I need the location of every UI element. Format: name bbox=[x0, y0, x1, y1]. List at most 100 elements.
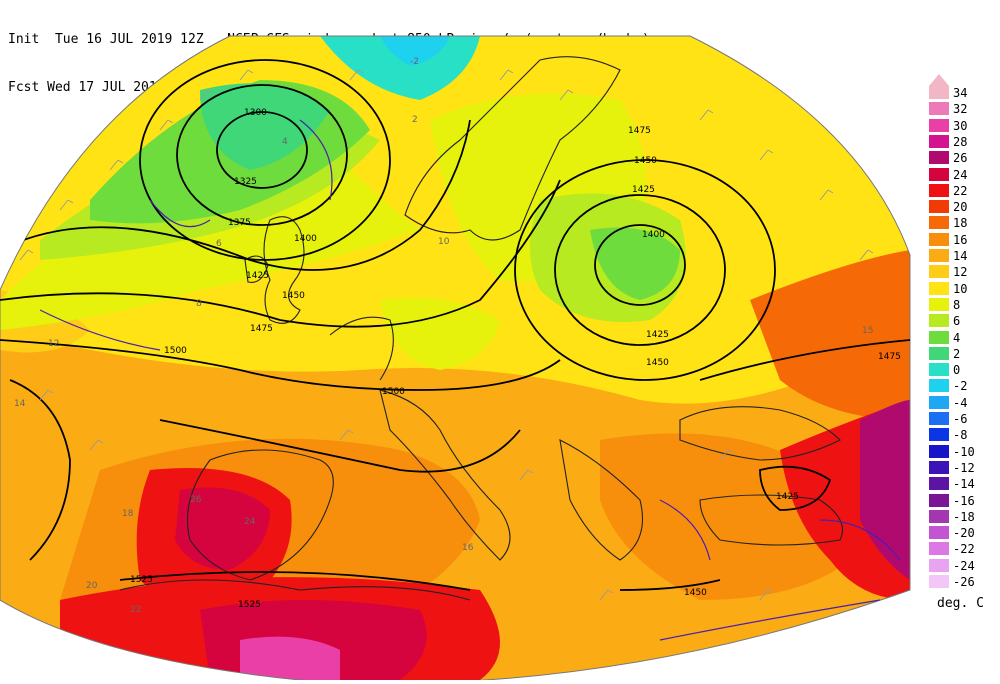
colorbar-label: -12 bbox=[953, 460, 975, 475]
height-label: 1425 bbox=[776, 492, 799, 502]
colorbar-label: 18 bbox=[953, 216, 968, 231]
height-label: 1525 bbox=[130, 575, 153, 585]
colorbar-label: -14 bbox=[953, 477, 975, 492]
colorbar-swatch bbox=[929, 281, 949, 295]
temp-label-group: -2 2 4 6 8 10 12 14 15 16 18 20 22 24 26 bbox=[14, 57, 873, 615]
colorbar-swatch bbox=[929, 216, 949, 230]
colorbar-label: 32 bbox=[953, 102, 968, 117]
colorbar-label: 24 bbox=[953, 167, 968, 182]
colorbar-label: 6 bbox=[953, 314, 961, 329]
temp-label: 12 bbox=[48, 339, 59, 349]
colorbar-swatch bbox=[929, 526, 949, 540]
colorbar-swatch bbox=[929, 183, 949, 197]
colorbar-label: -16 bbox=[953, 493, 975, 508]
temp-label: 26 bbox=[190, 495, 202, 505]
height-label: 1375 bbox=[228, 218, 251, 228]
colorbar-label: 26 bbox=[953, 151, 968, 166]
colorbar-swatch bbox=[929, 314, 949, 328]
temp-label: 15 bbox=[862, 326, 873, 336]
colorbar-swatch bbox=[929, 395, 949, 409]
height-label: 1425 bbox=[646, 330, 669, 340]
colorbar-label: -8 bbox=[953, 428, 968, 443]
temperature-field bbox=[0, 36, 910, 680]
height-label: 1325 bbox=[234, 177, 257, 187]
height-label: 1450 bbox=[634, 156, 657, 166]
weather-map: 1300 1325 1375 1400 1425 1450 1475 1500 … bbox=[0, 35, 911, 684]
temp-label: 10 bbox=[438, 237, 450, 247]
temp-label: 2 bbox=[412, 115, 418, 125]
colorbar-swatch bbox=[929, 575, 949, 588]
colorbar-label: 22 bbox=[953, 183, 968, 198]
colorbar-units: deg. C bbox=[937, 596, 984, 611]
colorbar-label: -20 bbox=[953, 526, 975, 541]
colorbar-swatch bbox=[929, 542, 949, 556]
height-label: 1450 bbox=[646, 358, 669, 368]
wind-contours bbox=[39, 119, 901, 641]
height-label: 1475 bbox=[250, 324, 273, 334]
colorbar-label: -2 bbox=[953, 379, 968, 394]
temp-label: 22 bbox=[130, 605, 141, 615]
temp-label: 18 bbox=[122, 509, 134, 519]
height-contours bbox=[0, 59, 910, 591]
colorbar-swatch bbox=[929, 558, 949, 572]
colorbar-label: 2 bbox=[953, 346, 961, 361]
height-label: 1475 bbox=[628, 126, 651, 136]
colorbar-label: 28 bbox=[953, 134, 968, 149]
colorbar-label: 0 bbox=[953, 363, 961, 378]
colorbar-swatch bbox=[929, 118, 949, 132]
temp-label: 6 bbox=[216, 239, 222, 249]
colorbar-label: -4 bbox=[953, 395, 968, 410]
height-label: 1425 bbox=[632, 185, 655, 195]
colorbar-label: 4 bbox=[953, 330, 961, 345]
temp-label: 24 bbox=[244, 517, 256, 527]
colorbar-swatch bbox=[929, 151, 949, 165]
colorbar-swatch bbox=[929, 428, 949, 442]
colorbar-swatch bbox=[929, 200, 949, 214]
colorbar-label: -22 bbox=[953, 542, 975, 557]
colorbar-swatch bbox=[929, 249, 949, 262]
height-label: 1525 bbox=[238, 600, 261, 610]
colorbar-label: 16 bbox=[953, 232, 968, 247]
temp-label: -2 bbox=[410, 57, 419, 67]
colorbar-swatch bbox=[929, 509, 949, 523]
height-label: 1425 bbox=[246, 271, 269, 281]
map-svg: 1300 1325 1375 1400 1425 1450 1475 1500 … bbox=[0, 35, 911, 684]
temp-label: 8 bbox=[196, 299, 202, 309]
height-label-group: 1300 1325 1375 1400 1425 1450 1475 1500 … bbox=[130, 108, 901, 610]
height-label: 1500 bbox=[164, 346, 187, 356]
colorbar-label: -10 bbox=[953, 444, 975, 459]
colorbar-swatch bbox=[929, 134, 949, 148]
height-label: 1475 bbox=[878, 352, 901, 362]
colorbar-label: -6 bbox=[953, 412, 968, 426]
colorbar-swatch bbox=[929, 265, 949, 279]
temp-label: 4 bbox=[282, 137, 288, 147]
colorbar-swatch bbox=[929, 232, 949, 246]
height-label: 1450 bbox=[684, 588, 707, 598]
colorbar-swatch bbox=[929, 297, 949, 311]
height-label: 1450 bbox=[282, 291, 305, 301]
colorbar-label: 30 bbox=[953, 118, 968, 133]
height-label: 1300 bbox=[244, 108, 267, 118]
colorbar-swatch bbox=[929, 102, 949, 116]
colorbar-label: -24 bbox=[953, 558, 975, 573]
colorbar-label: 10 bbox=[953, 281, 968, 296]
colorbar-swatch bbox=[929, 167, 949, 181]
colorbar-label: 12 bbox=[953, 265, 968, 280]
colorbar-top-arrow bbox=[929, 74, 949, 86]
colorbar-swatch bbox=[929, 86, 949, 99]
colorbar-label: 20 bbox=[953, 200, 968, 215]
wind-barbs bbox=[19, 69, 874, 601]
coastlines bbox=[119, 56, 844, 601]
colorbar-swatch bbox=[929, 493, 949, 507]
temp-label: 14 bbox=[14, 399, 26, 409]
colorbar-label: 34 bbox=[953, 86, 968, 100]
colorbar-swatch bbox=[929, 477, 949, 491]
height-label: 1400 bbox=[642, 230, 665, 240]
temp-label: 16 bbox=[462, 543, 474, 553]
colorbar-swatch bbox=[929, 346, 949, 360]
colorbar-swatch bbox=[929, 363, 949, 377]
colorbar-label: 8 bbox=[953, 297, 961, 312]
colorbar-swatch bbox=[929, 379, 949, 393]
colorbar-swatch bbox=[929, 460, 949, 474]
height-label: 1500 bbox=[382, 387, 405, 397]
